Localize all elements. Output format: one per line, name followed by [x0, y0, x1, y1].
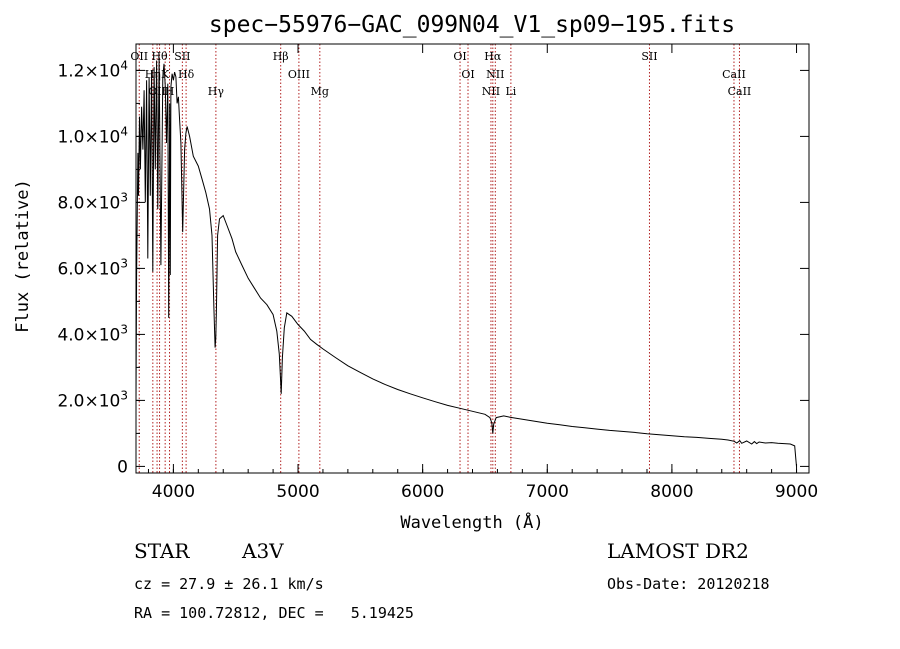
spectral-line-label: Mg — [311, 85, 329, 98]
spectral-line-label: Hα — [484, 50, 502, 63]
spectral-line-label: K — [161, 68, 170, 81]
y-tick-label: 4.0×103 — [57, 322, 128, 345]
spectral-line-label: Hγ — [208, 85, 225, 98]
y-tick-label: 2.0×103 — [57, 388, 128, 411]
spectral-line-label: SII — [174, 50, 190, 63]
redshift-cz: cz = 27.9 ± 26.1 km/s — [134, 575, 324, 593]
spectral-line-label: Hθ — [151, 50, 168, 63]
spectral-line-label: H — [165, 85, 175, 98]
x-tick-label: 7000 — [526, 482, 569, 502]
chart-title: spec−55976−GAC_099N04_V1_sp09−195.fits — [209, 12, 735, 38]
spectral-line-label: OI — [453, 50, 466, 63]
x-axis-ticks: 4000 5000 6000 7000 8000 9000 — [147, 44, 818, 502]
spectral-line-label: CaII — [722, 68, 746, 81]
spectral-line-markers — [138, 44, 740, 473]
y-tick-label: 1.2×104 — [57, 58, 128, 81]
y-axis-ticks: 0 2.0×103 4.0×103 6.0×103 8.0×103 1.0×104 1.2×… — [57, 58, 809, 477]
object-class: STAR — [134, 539, 190, 563]
x-axis-label: Wavelength (Å) — [400, 511, 543, 533]
y-tick-label: 6.0×103 — [57, 256, 128, 279]
ra-dec: RA = 100.72812, DEC = 5.19425 — [134, 604, 414, 622]
spectral-line-label: SII — [641, 50, 657, 63]
spectral-line-label: NII — [486, 68, 504, 81]
spectral-line-label: CaII — [728, 85, 752, 98]
spectral-line-label: Hδ — [178, 68, 195, 81]
spectral-line-label: OIII — [288, 68, 310, 81]
object-subclass: A3V — [242, 539, 284, 563]
y-axis-label: Flux (relative) — [13, 179, 33, 333]
plot-frame — [135, 43, 810, 474]
spectral-line-label: OI — [461, 68, 474, 81]
spectral-line-labels: OIIHηOIIHθKHSIIHδHγHβOIIIMgOIOINIIHαNIIL… — [130, 50, 751, 98]
survey-release: LAMOST DR2 — [607, 539, 749, 563]
x-tick-label: 9000 — [775, 482, 818, 502]
spectral-line-label: OII — [130, 50, 148, 63]
y-tick-label: 0 — [117, 457, 128, 477]
spectral-line-label: Hβ — [273, 50, 289, 63]
spectrum-series-line — [135, 57, 797, 467]
spectral-line-label: Li — [505, 85, 516, 98]
observation-date: Obs-Date: 20120218 — [607, 575, 770, 593]
x-tick-label: 4000 — [152, 482, 195, 502]
x-tick-label: 5000 — [276, 482, 319, 502]
x-tick-label: 8000 — [650, 482, 693, 502]
y-tick-label: 1.0×104 — [57, 124, 128, 147]
spectral-line-label: NII — [482, 85, 500, 98]
y-tick-label: 8.0×103 — [57, 190, 128, 213]
x-tick-label: 6000 — [401, 482, 444, 502]
